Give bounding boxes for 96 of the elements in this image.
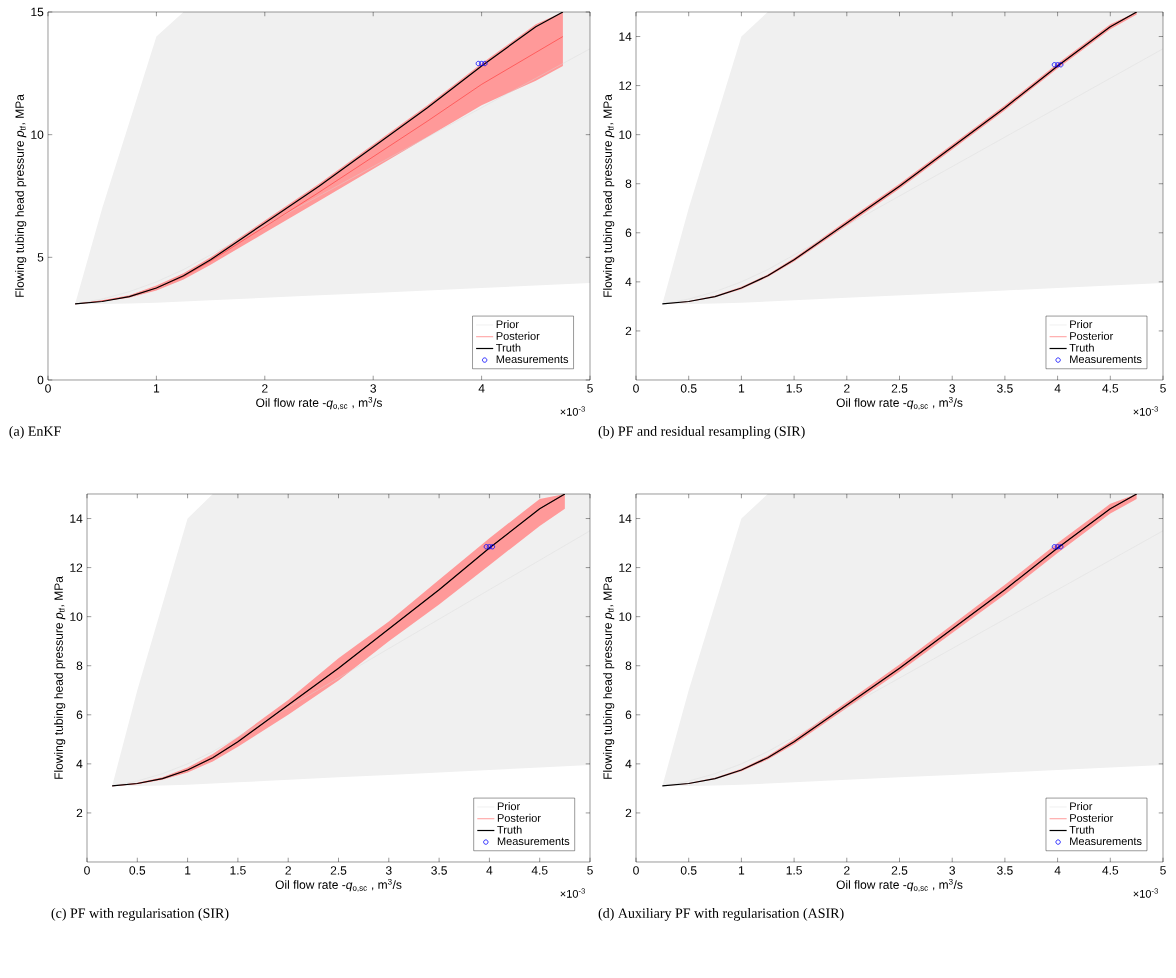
x-tick-label: 4.5 bbox=[1102, 866, 1119, 875]
y-tick-label: 8 bbox=[76, 661, 83, 670]
x-tick-label: 5 bbox=[1160, 384, 1166, 393]
text: (c) PF with regularisation (SIR) bbox=[51, 908, 229, 921]
text: (d) Auxiliary PF with regularisation (ASIR) bbox=[598, 908, 844, 921]
text: ×10$^{-3}$ bbox=[560, 406, 585, 416]
x-tick-label: 0 bbox=[84, 866, 90, 875]
x-tick-label: 0 bbox=[45, 384, 51, 393]
x-axis-title: Oil flow rate -q$_{o,sc}$ , m$^{3}$/s bbox=[836, 878, 963, 892]
y-tick-label: 8 bbox=[625, 179, 632, 188]
legend-label: Truth bbox=[1069, 343, 1094, 352]
x-axis-title: Oil flow rate -q$_{o,sc}$ , m$^{3}$/s bbox=[836, 396, 963, 410]
y-tick-label: 10 bbox=[619, 612, 632, 621]
x-tick-label: 5 bbox=[587, 866, 593, 875]
y-tick-label: 14 bbox=[619, 514, 632, 523]
y-tick-label: 2 bbox=[76, 808, 83, 818]
legend-label: Prior bbox=[1070, 320, 1093, 329]
x-tick-label: 2.5 bbox=[891, 384, 908, 393]
legend-label: Truth bbox=[1069, 825, 1094, 834]
text: ×10$^{-3}$ bbox=[560, 888, 585, 898]
y-tick-label: 4 bbox=[625, 759, 632, 768]
x-tick-label: 2 bbox=[285, 866, 291, 875]
x-tick-label: 1 bbox=[738, 384, 745, 393]
y-tick-label: 2 bbox=[625, 808, 632, 818]
x-tick-label: 5 bbox=[587, 384, 593, 393]
x-tick-label: 4.5 bbox=[531, 866, 548, 875]
text: ×10$^{-3}$ bbox=[1133, 406, 1158, 416]
legend-label: Measurements bbox=[1070, 837, 1142, 846]
x-tick-label: 5 bbox=[1160, 866, 1166, 875]
text: (b) PF and residual resampling (SIR) bbox=[598, 426, 805, 439]
legend-label: Prior bbox=[497, 802, 520, 811]
legend-label: Measurements bbox=[496, 355, 569, 364]
y-tick-label: 15 bbox=[31, 7, 44, 17]
x-tick-label: 0.5 bbox=[680, 384, 697, 393]
x-tick-label: 1.5 bbox=[230, 866, 246, 875]
y-tick-label: 0 bbox=[37, 375, 44, 385]
y-axis-title: Flowing tubing head pressure p$_{tf}$, MPa bbox=[15, 94, 27, 297]
y-tick-label: 12 bbox=[619, 563, 632, 572]
text: (a) EnKF bbox=[9, 426, 61, 439]
x-tick-label: 2 bbox=[262, 384, 268, 393]
x-tick-label: 2.5 bbox=[330, 866, 347, 875]
legend-label: Measurements bbox=[1070, 355, 1142, 364]
legend-label: Prior bbox=[1070, 802, 1093, 811]
y-tick-label: 10 bbox=[619, 130, 632, 139]
y-tick-label: 10 bbox=[70, 612, 83, 621]
y-axis-title: Flowing tubing head pressure p$_{tf}$, MPa bbox=[54, 576, 66, 779]
x-tick-label: 3.5 bbox=[997, 384, 1013, 393]
x-tick-label: 3.5 bbox=[431, 866, 447, 875]
x-tick-label: 2 bbox=[844, 384, 850, 393]
x-tick-label: 4 bbox=[478, 384, 485, 393]
legend-label: Measurements bbox=[497, 837, 570, 846]
y-tick-label: 8 bbox=[625, 661, 632, 670]
y-axis-title: Flowing tubing head pressure p$_{tf}$, MPa bbox=[603, 576, 615, 779]
y-tick-label: 4 bbox=[76, 759, 83, 768]
x-tick-label: 4 bbox=[486, 866, 493, 875]
x-tick-label: 1 bbox=[153, 384, 160, 393]
x-tick-label: 2.5 bbox=[891, 866, 908, 875]
y-tick-label: 6 bbox=[76, 710, 83, 720]
legend-label: Truth bbox=[496, 343, 521, 352]
x-tick-label: 3 bbox=[949, 866, 956, 875]
legend-label: Posterior bbox=[497, 813, 541, 822]
y-tick-label: 5 bbox=[37, 253, 44, 262]
x-tick-label: 3.5 bbox=[997, 866, 1013, 875]
x-tick-label: 3 bbox=[949, 384, 956, 393]
x-tick-label: 1.5 bbox=[786, 866, 802, 875]
y-axis-title: Flowing tubing head pressure p$_{tf}$, MPa bbox=[603, 94, 615, 297]
text: ×10$^{-3}$ bbox=[1133, 888, 1158, 898]
y-tick-label: 6 bbox=[625, 228, 632, 238]
x-tick-label: 4 bbox=[1054, 384, 1061, 393]
y-tick-label: 12 bbox=[619, 81, 632, 90]
legend-label: Posterior bbox=[496, 331, 540, 340]
y-tick-label: 6 bbox=[625, 710, 632, 720]
x-tick-label: 1 bbox=[738, 866, 745, 875]
legend-label: Posterior bbox=[1070, 813, 1114, 822]
x-tick-label: 3 bbox=[385, 866, 392, 875]
x-tick-label: 1.5 bbox=[786, 384, 802, 393]
legend-label: Truth bbox=[497, 825, 522, 834]
legend-label: Prior bbox=[496, 320, 519, 329]
y-tick-label: 2 bbox=[625, 326, 632, 336]
x-tick-label: 0 bbox=[633, 384, 639, 393]
x-tick-label: 0.5 bbox=[129, 866, 146, 875]
x-tick-label: 4 bbox=[1054, 866, 1061, 875]
x-axis-title: Oil flow rate -q$_{o,sc}$ , m$^{3}$/s bbox=[256, 396, 382, 410]
x-tick-label: 2 bbox=[844, 866, 850, 875]
y-tick-label: 12 bbox=[70, 563, 83, 572]
x-tick-label: 1 bbox=[185, 866, 191, 875]
x-tick-label: 3 bbox=[370, 384, 377, 393]
x-tick-label: 0.5 bbox=[680, 866, 697, 875]
x-axis-title: Oil flow rate -q$_{o,sc}$ , m$^{3}$/s bbox=[275, 878, 402, 892]
y-tick-label: 4 bbox=[625, 277, 632, 286]
y-tick-label: 14 bbox=[619, 32, 632, 41]
y-tick-label: 14 bbox=[70, 514, 83, 523]
x-tick-label: 4.5 bbox=[1102, 384, 1119, 393]
y-tick-label: 10 bbox=[31, 130, 44, 139]
x-tick-label: 0 bbox=[633, 866, 639, 875]
legend-label: Posterior bbox=[1070, 331, 1114, 340]
